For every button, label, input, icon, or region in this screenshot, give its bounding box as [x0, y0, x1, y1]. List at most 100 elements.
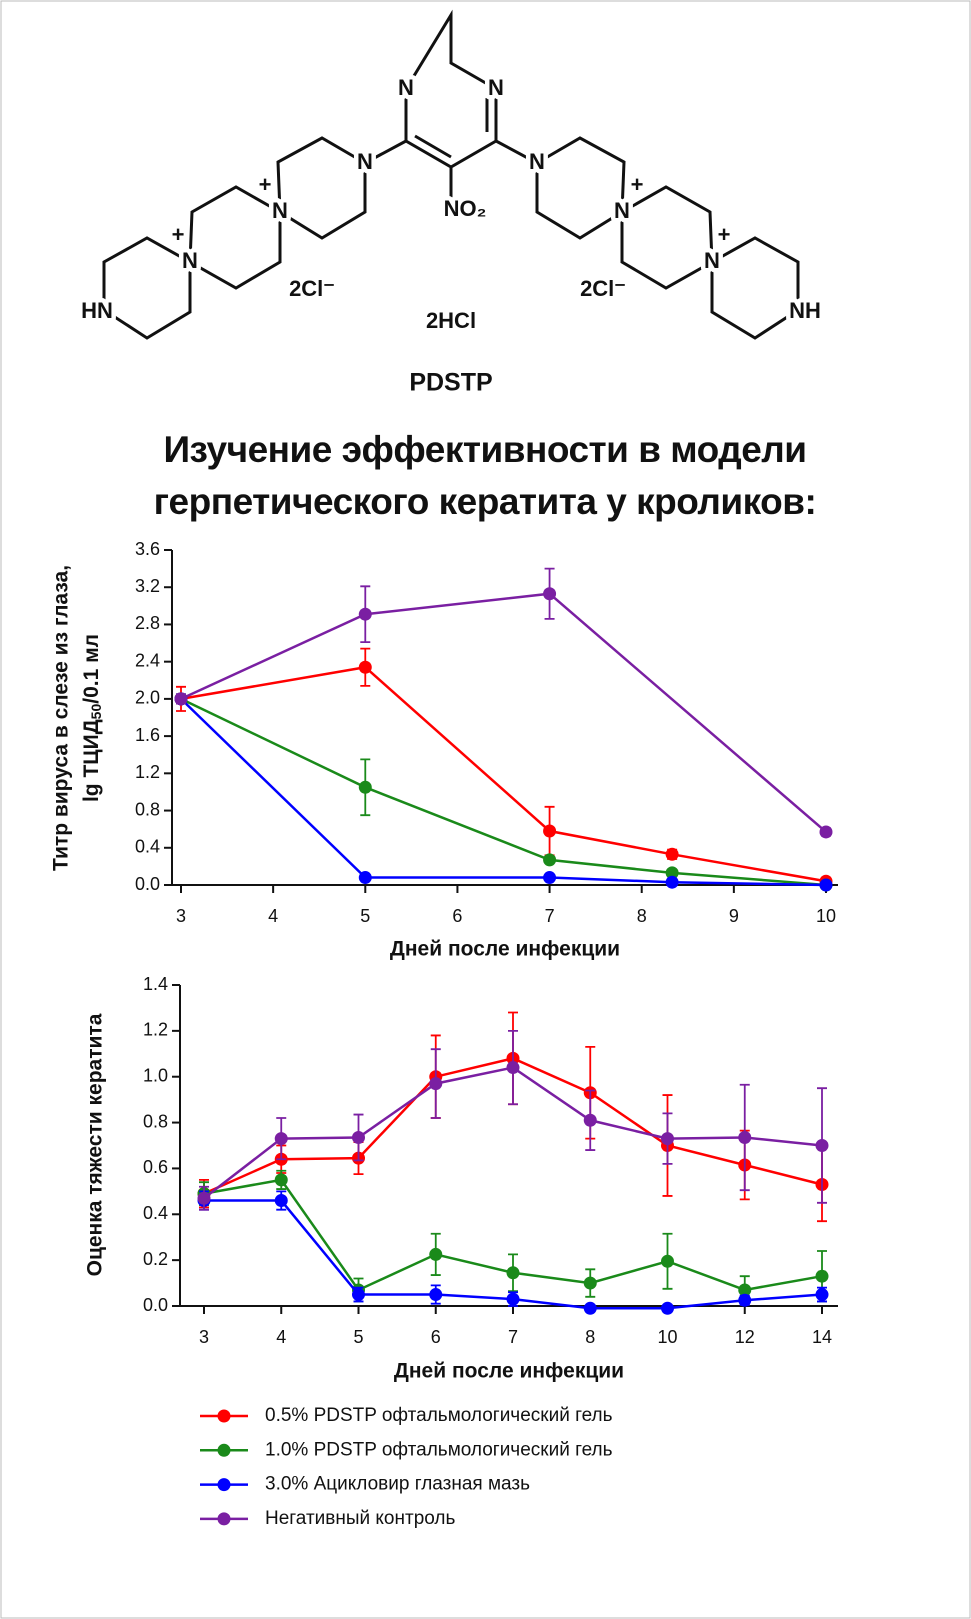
y-axis-label-part: /0.1 мл [80, 634, 103, 704]
data-point [506, 1061, 520, 1075]
atom-label: NH [789, 298, 821, 323]
atom-label: NO₂ [444, 196, 487, 221]
y-tick-label: 0.0 [135, 874, 160, 894]
x-tick-label: 3 [176, 906, 186, 926]
y-tick-label: 1.2 [135, 762, 160, 782]
data-point [543, 871, 557, 885]
x-tick-label: 8 [585, 1327, 595, 1347]
data-point [358, 871, 372, 885]
series-line [180, 697, 827, 887]
atom-label: PDSTP [409, 369, 492, 397]
data-point [815, 1288, 829, 1302]
x-tick-label: 14 [812, 1327, 832, 1347]
data-point [661, 1132, 674, 1146]
y-tick-label: 0.8 [135, 799, 160, 819]
atom-label: + [631, 172, 644, 197]
atom-label: N [182, 248, 198, 273]
x-tick-label: 4 [268, 906, 278, 926]
data-point [274, 1132, 288, 1146]
data-point [819, 878, 833, 892]
data-point [815, 1139, 829, 1152]
atom-label: HN [81, 298, 113, 323]
y-tick-label: 0.0 [143, 1295, 168, 1315]
data-point [815, 1269, 829, 1283]
data-point [174, 692, 188, 706]
x-tick-label: 10 [816, 906, 836, 926]
legend-marker [217, 1478, 231, 1492]
y-axis-label-part: lg ТЦИД [80, 719, 103, 802]
data-point [543, 853, 557, 867]
data-point [543, 587, 557, 601]
legend-label: 0.5% PDSTP офтальмологический гель [265, 1405, 613, 1426]
data-point [738, 1283, 752, 1297]
y-axis-label: Титр вируса в слезе из глаза, [50, 565, 73, 871]
data-point [738, 1293, 752, 1307]
x-tick-label: 8 [637, 906, 647, 926]
y-tick-label: 2.0 [135, 688, 160, 708]
x-axis-label: Дней после инфекции [394, 1360, 624, 1383]
y-tick-label: 2.4 [135, 650, 160, 670]
y-axis-label: lg ТЦИД50/0.1 мл [80, 634, 104, 802]
data-point [352, 1288, 365, 1302]
x-tick-label: 9 [729, 906, 739, 926]
x-tick-label: 5 [353, 1327, 363, 1347]
legend-marker [217, 1512, 231, 1526]
data-point [352, 1130, 365, 1144]
piperazine-chain [102, 136, 367, 340]
data-point [583, 1113, 597, 1127]
atom-label: 2HCl [426, 308, 476, 333]
x-tick-label: 4 [276, 1327, 286, 1347]
x-tick-label: 7 [508, 1327, 518, 1347]
structure-bonds [102, 9, 800, 340]
y-tick-label: 3.2 [135, 576, 160, 596]
data-point [274, 1173, 288, 1187]
atom-label: N [272, 198, 288, 223]
data-point [274, 1194, 288, 1208]
x-tick-label: 3 [199, 1327, 209, 1347]
data-point [738, 1130, 752, 1144]
atom-label: 2Cl⁻ [289, 276, 335, 301]
data-point [665, 875, 679, 889]
y-tick-label: 1.2 [143, 1020, 168, 1040]
x-tick-label: 6 [431, 1327, 441, 1347]
y-tick-label: 0.8 [143, 1111, 168, 1131]
data-point [358, 607, 372, 621]
y-tick-label: 3.6 [135, 539, 160, 559]
legend-marker [217, 1409, 231, 1423]
y-tick-label: 0.6 [143, 1157, 168, 1177]
series-line [180, 592, 827, 833]
x-axis-label: Дней после инфекции [390, 938, 620, 961]
data-point [358, 660, 372, 674]
legend-label: 1.0% PDSTP офтальмологический гель [265, 1439, 613, 1460]
data-point [506, 1266, 520, 1280]
atom-label: + [718, 222, 731, 247]
atom-label: N [704, 248, 720, 273]
legend-label: 3.0% Ацикловир глазная мазь [265, 1474, 530, 1495]
data-point [358, 780, 372, 794]
series-line [180, 665, 827, 883]
x-tick-label: 6 [452, 906, 462, 926]
atom-label: N [398, 75, 414, 100]
x-tick-label: 12 [735, 1327, 755, 1347]
data-point [661, 1254, 674, 1268]
data-point [429, 1247, 443, 1261]
data-point [429, 1077, 443, 1091]
pyrimidine [364, 9, 538, 198]
y-tick-label: 2.8 [135, 613, 160, 633]
x-tick-label: 5 [360, 906, 370, 926]
legend-marker [217, 1443, 231, 1457]
atom-label: 2Cl⁻ [580, 276, 626, 301]
data-point [197, 1191, 211, 1205]
piperazine-chain [535, 136, 800, 340]
y-tick-label: 1.4 [143, 974, 168, 994]
data-point [661, 1301, 674, 1315]
x-tick-label: 10 [657, 1327, 677, 1347]
atom-label: N [357, 149, 373, 174]
data-point [583, 1301, 597, 1315]
data-point [543, 824, 557, 838]
atom-label: + [259, 172, 272, 197]
data-point [506, 1292, 520, 1306]
